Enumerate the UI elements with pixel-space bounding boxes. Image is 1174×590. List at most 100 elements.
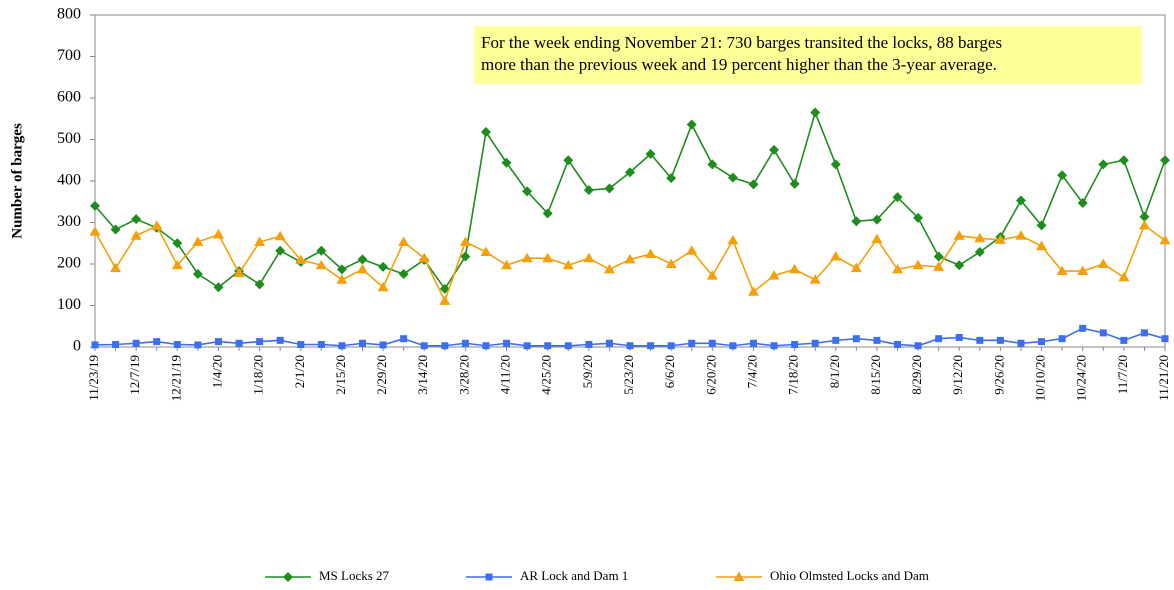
x-tick-label: 7/4/20	[744, 355, 759, 388]
marker	[562, 259, 574, 270]
marker	[645, 149, 656, 160]
marker	[1056, 265, 1068, 276]
x-tick-label: 12/21/19	[168, 355, 183, 401]
x-tick-label: 2/1/20	[292, 355, 307, 388]
marker	[686, 119, 697, 130]
x-tick-label: 10/24/20	[1074, 355, 1089, 401]
marker	[212, 229, 224, 239]
marker	[151, 220, 163, 230]
marker	[647, 342, 655, 350]
marker	[892, 263, 903, 274]
marker	[132, 339, 140, 347]
legend-label: MS Locks 27	[319, 568, 390, 583]
marker	[994, 234, 1006, 244]
marker	[1015, 195, 1026, 206]
marker	[1160, 155, 1170, 166]
marker	[501, 259, 513, 270]
marker	[789, 263, 801, 274]
marker	[542, 252, 554, 263]
marker	[336, 274, 348, 284]
marker	[1036, 220, 1047, 231]
marker	[461, 339, 469, 347]
marker	[1038, 338, 1046, 346]
marker	[789, 178, 800, 189]
marker	[1139, 211, 1150, 222]
marker	[521, 252, 533, 263]
marker	[171, 259, 183, 270]
marker	[954, 260, 965, 271]
marker	[283, 572, 293, 582]
marker	[398, 236, 410, 247]
x-tick-label: 2/15/20	[333, 355, 348, 395]
marker	[91, 341, 99, 349]
marker	[809, 274, 821, 284]
marker	[418, 252, 430, 263]
marker	[603, 263, 615, 274]
marker	[624, 253, 636, 264]
marker	[830, 159, 841, 170]
marker	[315, 259, 327, 270]
marker	[747, 286, 759, 296]
marker	[459, 236, 471, 247]
marker	[192, 236, 204, 247]
marker	[852, 335, 860, 343]
marker	[420, 342, 428, 350]
marker	[256, 338, 264, 346]
x-tick-label: 1/18/20	[251, 355, 266, 395]
x-tick-label: 1/4/20	[209, 355, 224, 388]
marker	[1097, 258, 1109, 268]
marker	[1017, 339, 1025, 347]
x-tick-label: 3/14/20	[415, 355, 430, 395]
x-tick-label: 7/18/20	[786, 355, 801, 395]
marker	[749, 339, 757, 347]
y-tick-label: 200	[57, 255, 81, 272]
x-tick-label: 10/10/20	[1033, 355, 1048, 401]
y-tick-label: 500	[57, 130, 81, 147]
marker	[398, 268, 409, 279]
marker	[974, 232, 986, 243]
marker	[523, 342, 531, 350]
marker	[544, 342, 552, 350]
marker	[892, 192, 903, 203]
marker	[295, 254, 307, 264]
marker	[194, 341, 202, 349]
y-tick-label: 0	[73, 338, 81, 355]
marker	[645, 248, 657, 259]
marker	[688, 339, 696, 347]
marker	[974, 246, 985, 257]
marker	[626, 342, 634, 350]
marker	[1161, 335, 1169, 343]
marker	[482, 342, 490, 350]
marker	[110, 262, 122, 273]
marker	[605, 339, 613, 347]
marker	[1077, 265, 1089, 276]
marker	[769, 144, 780, 155]
marker	[359, 339, 366, 347]
marker	[441, 342, 449, 350]
marker	[1058, 335, 1066, 343]
marker	[542, 208, 553, 219]
marker	[768, 270, 780, 280]
x-tick-label: 8/1/20	[827, 355, 842, 388]
marker	[338, 342, 346, 350]
marker	[871, 214, 882, 225]
marker	[583, 185, 594, 196]
y-tick-label: 300	[57, 213, 81, 230]
marker	[1120, 336, 1128, 344]
marker	[379, 341, 387, 349]
marker	[604, 183, 615, 194]
marker	[336, 264, 347, 275]
x-tick-label: 8/15/20	[868, 355, 883, 395]
annotation-box	[474, 26, 1142, 84]
marker	[850, 262, 862, 273]
marker	[172, 238, 183, 249]
marker	[274, 230, 286, 241]
marker	[873, 336, 881, 344]
marker	[729, 342, 737, 350]
marker	[110, 224, 121, 235]
marker	[400, 335, 408, 343]
marker	[254, 236, 266, 247]
marker	[665, 258, 677, 268]
marker	[933, 261, 945, 271]
